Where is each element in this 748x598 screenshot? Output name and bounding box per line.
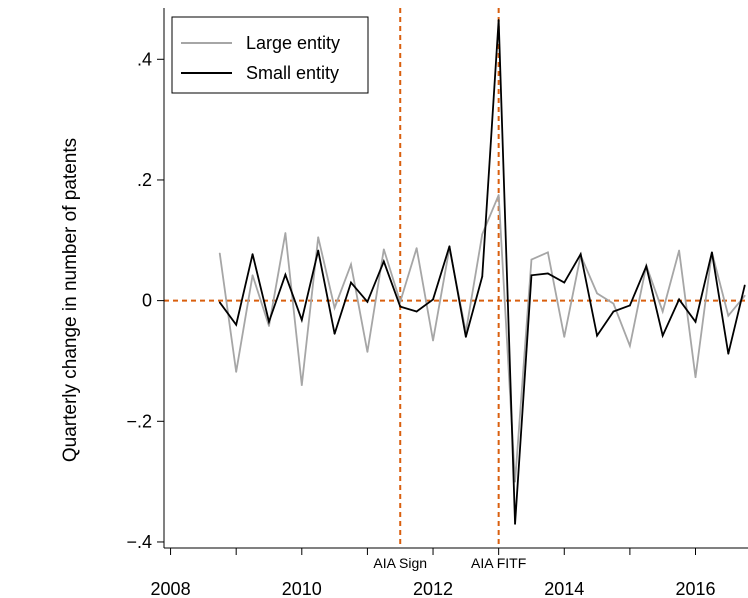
data-point [694,376,697,379]
data-point [497,19,500,21]
data-point [711,251,713,254]
data-point [251,274,254,277]
data-point [317,249,320,252]
data-point [333,332,336,335]
data-point [596,292,598,295]
data-point [399,300,402,303]
x-tick-label: 2008 [151,579,191,598]
data-point [546,251,549,254]
y-axis-label: Quarterly change in number of patents [60,138,81,462]
legend-label: Small entity [246,63,339,83]
data-point [514,522,516,525]
data-point [612,310,615,313]
data-point [514,480,516,483]
data-point [464,335,467,338]
data-point [661,310,664,313]
data-point [628,304,631,307]
data-point [235,370,238,373]
data-point [481,275,484,278]
data-point [382,248,385,251]
data-point [317,236,320,239]
reference-line-label: AIA FITF [471,555,526,571]
x-tick-label: 2014 [544,579,584,598]
x-tick-label: 2016 [675,579,715,598]
data-point [661,334,664,337]
data-point [350,281,352,284]
data-point [300,319,303,321]
data-point [284,232,287,234]
series-layer [218,19,746,525]
y-tick-label: .4 [137,49,152,69]
data-point [366,351,369,353]
x-tick-label: 2012 [413,579,453,598]
data-point [366,300,369,303]
series-line-small-entity [219,20,746,524]
legend-label: Large entity [246,33,340,53]
data-point [727,352,730,355]
data-point [612,302,615,305]
y-tick-label: .2 [137,170,152,190]
data-point [432,298,434,301]
data-point [546,272,549,275]
data-point [596,334,598,337]
data-point [333,306,336,309]
data-point [530,274,533,277]
axes [163,8,748,549]
data-point [563,335,566,338]
series-line-large-entity [218,194,746,482]
data-point [694,320,697,323]
data-point [284,273,287,276]
y-tick-label: −.4 [126,532,152,552]
data-point [743,284,746,287]
data-point [268,320,270,323]
tick-marks: −.4 −.2 0 .2 .4 2008 2010 2012 2014 2016 [126,49,715,598]
data-point [743,294,746,297]
data-point [448,245,451,248]
data-point [678,249,681,252]
reference-line-label: AIA Sign [373,555,427,571]
data-point [350,263,352,266]
data-point [268,325,270,327]
data-point [678,298,681,301]
data-point [497,194,500,196]
data-point [235,323,238,326]
data-point [481,233,484,236]
data-point [218,252,221,255]
legend-box [171,16,369,94]
data-point [579,253,582,256]
data-point [415,310,418,313]
data-point [300,384,303,386]
data-point [628,344,631,347]
reference-lines: AIA Sign AIA FITF [164,8,748,571]
y-tick-label: −.2 [126,411,152,431]
data-point [218,301,221,304]
data-point [382,260,385,263]
data-point [727,314,730,317]
y-tick-label: 0 [142,291,152,311]
legend: Large entity Small entity [171,16,369,94]
data-point [645,265,648,268]
data-point [563,281,566,284]
x-tick-label: 2010 [282,579,322,598]
data-point [251,253,254,256]
data-point [399,305,402,308]
data-point [432,339,434,342]
data-point [415,247,418,250]
data-point [530,258,533,261]
